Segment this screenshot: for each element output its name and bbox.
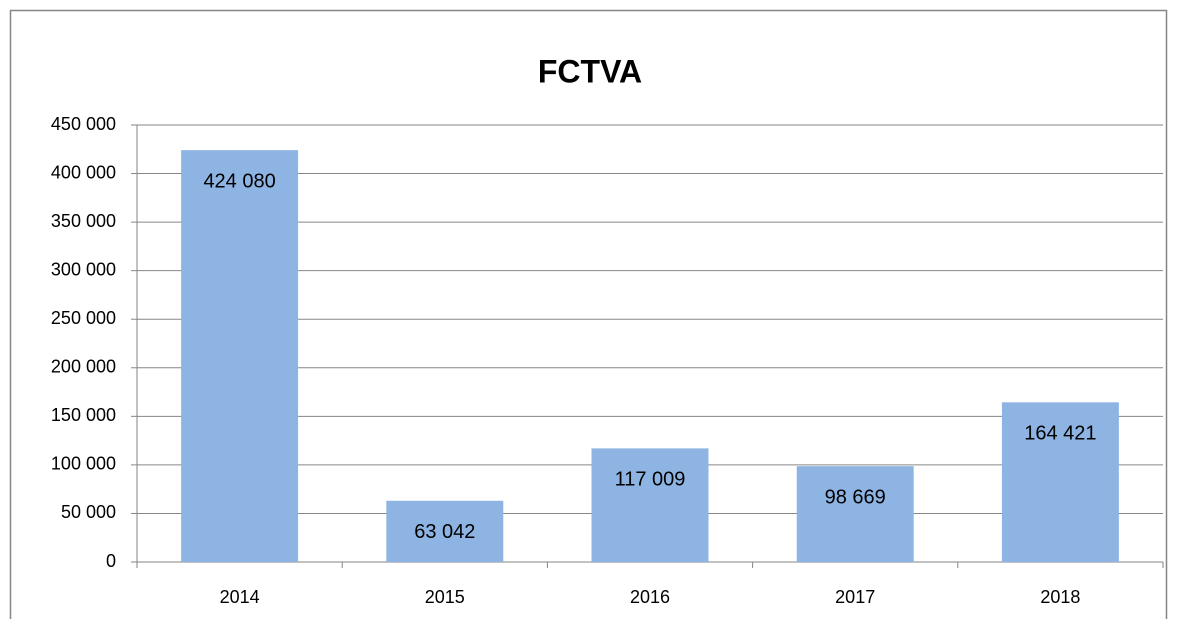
chart-border [9,9,1168,619]
x-tick-label: 2015 [425,587,465,607]
y-tick-label: 100 000 [51,454,116,474]
data-label: 117 009 [615,469,686,491]
y-tick-label: 450 000 [51,114,116,134]
y-tick-label: 300 000 [51,259,116,279]
bar [181,150,299,562]
chart-title: FCTVA [538,53,642,89]
data-label: 424 080 [203,170,275,192]
data-label: 164 421 [1024,423,1096,445]
y-tick-label: 0 [106,551,116,571]
y-tick-label: 350 000 [51,211,116,231]
y-tick-label: 250 000 [51,308,116,328]
data-label: 98 669 [825,486,886,508]
bar [796,466,914,562]
bar [1001,402,1119,562]
data-label: 63 042 [414,521,475,543]
x-tick-label: 2018 [1040,587,1080,607]
bar [386,500,504,562]
x-tick-label: 2014 [220,587,260,607]
y-tick-label: 400 000 [51,162,116,182]
bar [591,448,709,562]
x-tick-label: 2017 [835,587,875,607]
y-tick-label: 50 000 [61,502,116,522]
y-tick-label: 200 000 [51,357,116,377]
x-tick-label: 2016 [630,587,670,607]
y-tick-label: 150 000 [51,405,116,425]
